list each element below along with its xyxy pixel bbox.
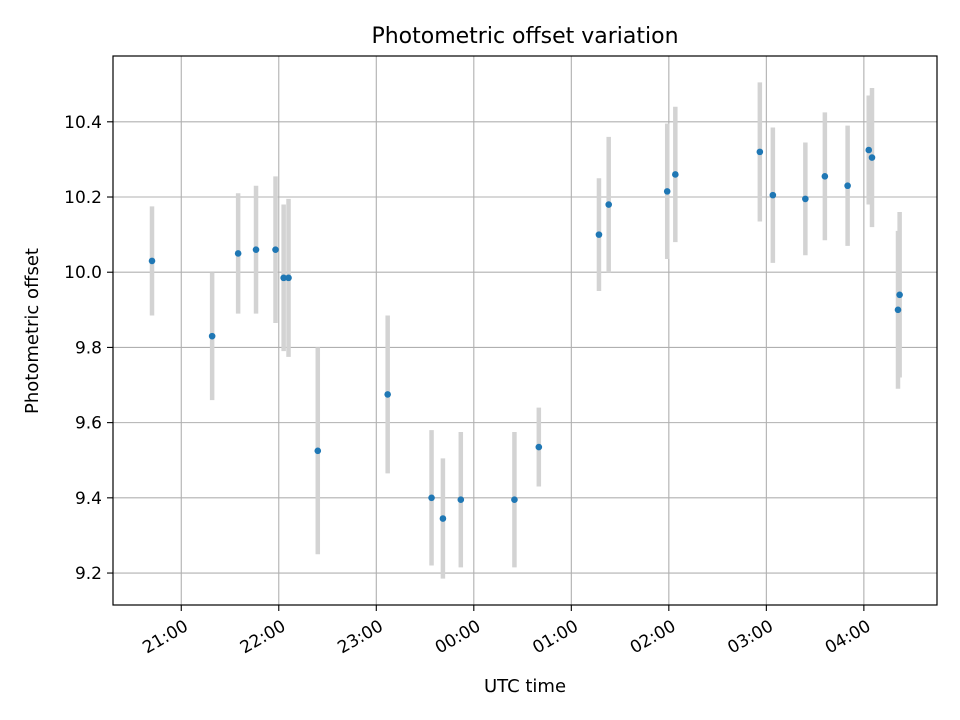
y-tick-label: 9.6 xyxy=(75,414,102,434)
data-point xyxy=(894,306,902,314)
y-tick-label: 9.2 xyxy=(75,564,102,584)
data-point xyxy=(802,195,809,203)
y-axis-label: Photometric offset xyxy=(22,248,43,414)
data-point xyxy=(285,274,292,282)
data-point xyxy=(844,182,851,190)
data-point xyxy=(252,246,260,253)
data-point xyxy=(865,146,873,154)
data-point xyxy=(280,274,287,282)
data-point xyxy=(663,188,671,195)
y-tick-label: 10.4 xyxy=(64,113,102,133)
x-axis-label: UTC time xyxy=(484,676,566,697)
data-point xyxy=(595,231,603,238)
data-point xyxy=(208,332,216,340)
data-point xyxy=(511,496,518,504)
data-point xyxy=(384,391,391,398)
data-point xyxy=(439,515,447,522)
data-point xyxy=(535,443,543,451)
data-point xyxy=(896,291,903,299)
data-point xyxy=(672,171,679,178)
y-tick-label: 9.4 xyxy=(75,489,102,509)
data-point xyxy=(428,494,435,502)
data-points xyxy=(148,146,903,522)
y-tick-label: 10.0 xyxy=(64,263,102,283)
y-tick-label: 10.2 xyxy=(64,188,102,208)
chart-title: Photometric offset variation xyxy=(371,24,678,49)
y-tick-label: 9.8 xyxy=(75,338,102,358)
data-point xyxy=(605,201,613,208)
data-point xyxy=(272,246,279,253)
data-point xyxy=(234,250,242,257)
data-point xyxy=(769,191,777,199)
data-point xyxy=(821,173,829,180)
data-point xyxy=(314,447,322,455)
data-point xyxy=(148,257,156,265)
data-point xyxy=(457,496,465,504)
data-point xyxy=(868,154,876,161)
axes-frame xyxy=(112,55,938,606)
data-point xyxy=(756,148,764,156)
